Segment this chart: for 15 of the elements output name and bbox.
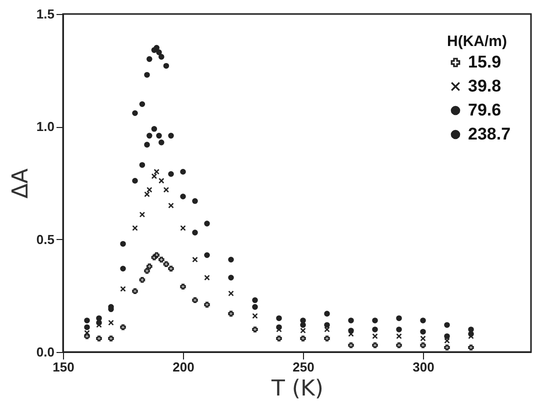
y-tick-label: 1.5 [36, 6, 54, 22]
y-tick-label: 1.0 [36, 119, 54, 134]
legend-label: 238.7 [468, 124, 511, 144]
y-tick-label: 0.5 [36, 232, 54, 247]
legend-label: 15.9 [468, 52, 502, 72]
legend-label: 79.6 [468, 100, 502, 120]
x-axis-title: T (K) [270, 376, 324, 402]
x-tick-label: 150 [52, 360, 74, 374]
y-axis-title: ΔA [8, 168, 34, 199]
legend-title: H(KA/m) [447, 33, 507, 50]
y-tick-label: 0.0 [36, 344, 54, 360]
x-tick-label: 250 [292, 360, 314, 374]
x-tick-label: 300 [412, 360, 434, 374]
legend-label: 39.8 [468, 76, 502, 96]
x-tick-label: 200 [172, 360, 194, 374]
